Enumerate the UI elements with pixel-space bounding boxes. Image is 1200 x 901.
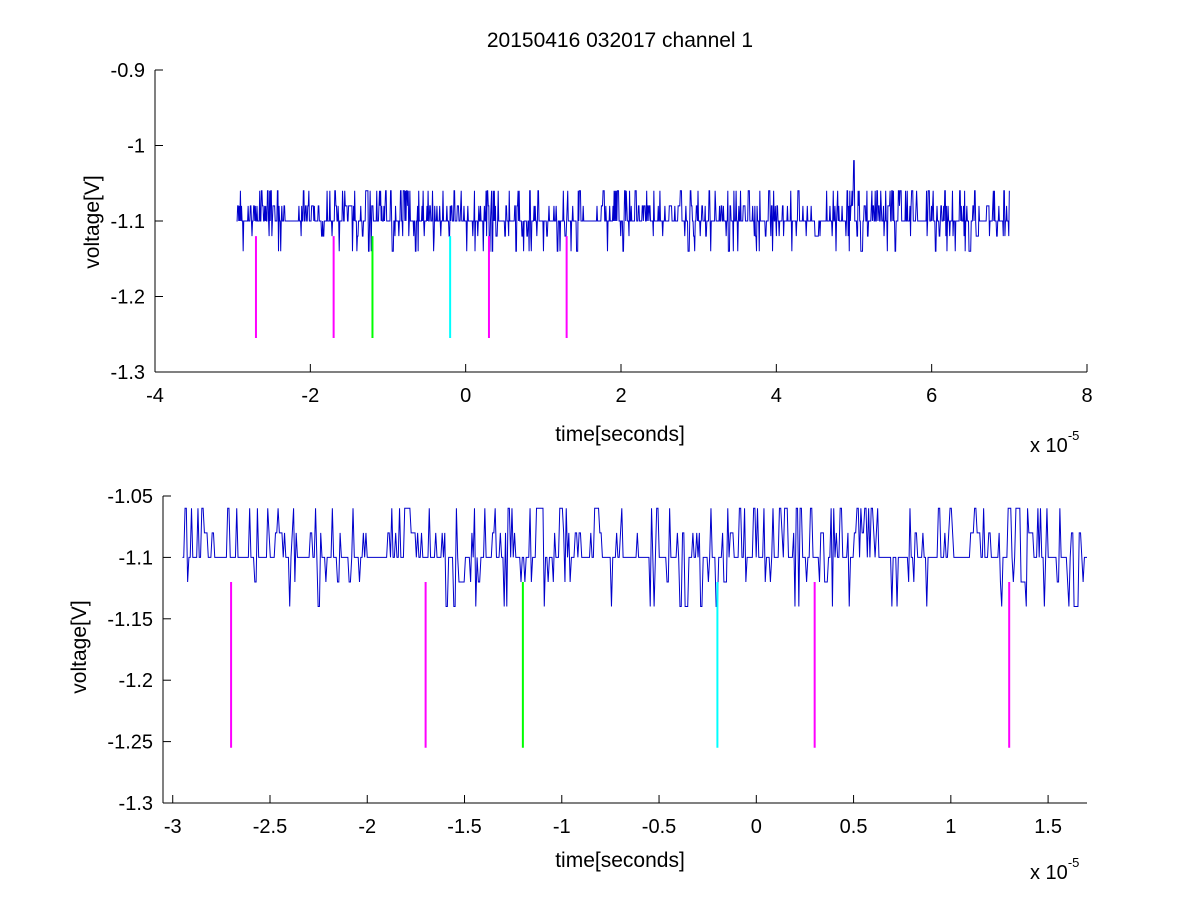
top-subplot: -4 -2 0 2 4 6 8 -1.3 -1.2 -1.1 -1 -0.9 time[seconds… [81,60,1093,457]
bottom-x-tick-label: -0.5 [642,816,676,838]
top-event-markers [254,236,568,339]
bottom-y-tick-label: -1.05 [107,486,153,508]
bottom-x-tick-label: -1 [553,816,571,838]
bottom-x-axis-label: time[seconds] [555,849,685,872]
top-y-tick-label: -1.3 [111,362,145,384]
bottom-event-markers [230,581,1011,748]
bottom-subplot: -3 -2.5 -2 -1.5 -1 -0.5 0 0.5 1 1.5 -1.3 -1.25 -1.2 -… [68,486,1087,884]
top-y-tick-label: -1 [127,136,145,158]
top-x-tick-label: -4 [146,385,164,407]
bottom-y-axis-label: voltage[V] [68,600,91,693]
top-y-axis-label: voltage[V] [81,175,104,268]
bottom-x-tick-label: -2 [358,816,376,838]
bottom-x-exponent: x 10-5 [1030,855,1079,884]
bottom-y-tick-label: -1.2 [119,670,153,692]
bottom-x-tick-label: 1 [945,816,956,838]
bottom-x-tick-label: -3 [164,816,182,838]
top-x-axis-label: time[seconds] [555,423,685,446]
bottom-y-tick-label: -1.15 [107,609,153,631]
top-x-tick-label: 2 [615,385,626,407]
top-x-tick-label: 0 [460,385,471,407]
top-ticks: -4 -2 0 2 4 6 8 -1.3 -1.2 -1.1 -1 -0.9 [111,60,1093,407]
top-x-tick-label: 8 [1081,385,1092,407]
bottom-signal-series [182,507,1087,608]
top-signal-series [236,160,1010,252]
bottom-x-tick-label: 0.5 [840,816,868,838]
bottom-x-tick-label: -2.5 [253,816,287,838]
bottom-y-tick-label: -1.3 [119,793,153,815]
top-x-tick-label: 4 [771,385,782,407]
figure-title: 20150416 032017 channel 1 [487,29,753,52]
bottom-x-tick-label: 1.5 [1034,816,1062,838]
bottom-x-tick-label: -1.5 [447,816,481,838]
bottom-axes [162,496,1087,804]
top-signal-line [236,160,1010,252]
top-y-tick-label: -1.2 [111,287,145,309]
top-x-exponent: x 10-5 [1030,428,1079,457]
bottom-y-tick-label: -1.1 [119,547,153,569]
bottom-ticks: -3 -2.5 -2 -1.5 -1 -0.5 0 0.5 1 1.5 -1.3 -1.25 -1.2 -… [107,486,1062,838]
top-y-tick-label: -1.1 [111,211,145,233]
top-x-tick-label: 6 [926,385,937,407]
top-y-tick-label: -0.9 [111,60,145,82]
bottom-x-tick-label: 0 [751,816,762,838]
top-x-tick-label: -2 [301,385,319,407]
bottom-signal-line [182,507,1087,608]
bottom-y-tick-label: -1.25 [107,732,153,754]
